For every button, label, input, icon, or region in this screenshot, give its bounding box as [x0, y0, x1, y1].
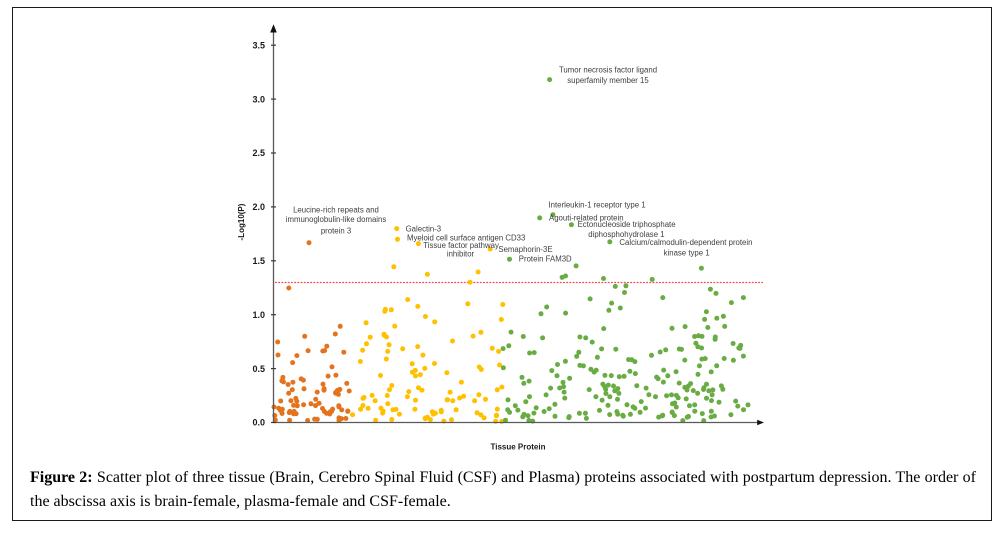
- svg-text:Leucine-rich repeats and: Leucine-rich repeats and: [293, 206, 379, 215]
- svg-text:Ectonucleoside triphosphate: Ectonucleoside triphosphate: [578, 220, 676, 229]
- svg-text:-Log10(P): -Log10(P): [237, 203, 246, 240]
- svg-text:3.0: 3.0: [252, 94, 265, 104]
- svg-text:0.5: 0.5: [252, 364, 265, 374]
- svg-text:2.0: 2.0: [252, 202, 265, 212]
- svg-text:2.5: 2.5: [252, 148, 265, 158]
- svg-text:Tissue Protein: Tissue Protein: [491, 442, 546, 451]
- svg-text:immunoglobulin-like domains: immunoglobulin-like domains: [286, 215, 387, 224]
- svg-text:Tissue factor pathway: Tissue factor pathway: [423, 241, 499, 250]
- svg-text:superfamily member 15: superfamily member 15: [567, 76, 649, 85]
- svg-text:0.0: 0.0: [252, 418, 265, 428]
- svg-text:3.5: 3.5: [252, 40, 265, 50]
- svg-text:Agouti-related protein: Agouti-related protein: [549, 214, 624, 223]
- svg-text:Interleukin-1 receptor type 1: Interleukin-1 receptor type 1: [549, 200, 646, 209]
- svg-text:Calcium/calmodulin-dependent p: Calcium/calmodulin-dependent protein: [619, 238, 752, 247]
- svg-text:1.0: 1.0: [252, 310, 265, 320]
- svg-text:kinase type 1: kinase type 1: [664, 249, 710, 258]
- svg-text:Galectin-3: Galectin-3: [406, 225, 442, 234]
- svg-text:protein 3: protein 3: [321, 226, 351, 235]
- svg-text:Myeloid cell surface antigen C: Myeloid cell surface antigen CD33: [407, 233, 525, 242]
- svg-text:1.5: 1.5: [252, 256, 265, 266]
- svg-text:Protein FAM3D: Protein FAM3D: [519, 255, 572, 264]
- svg-text:Semaphorin-3E: Semaphorin-3E: [498, 245, 552, 254]
- svg-text:Tumor necrosis factor ligand: Tumor necrosis factor ligand: [559, 65, 657, 74]
- svg-text:diphosphohydrolase 1: diphosphohydrolase 1: [588, 230, 664, 239]
- svg-text:inhibitor: inhibitor: [447, 250, 475, 259]
